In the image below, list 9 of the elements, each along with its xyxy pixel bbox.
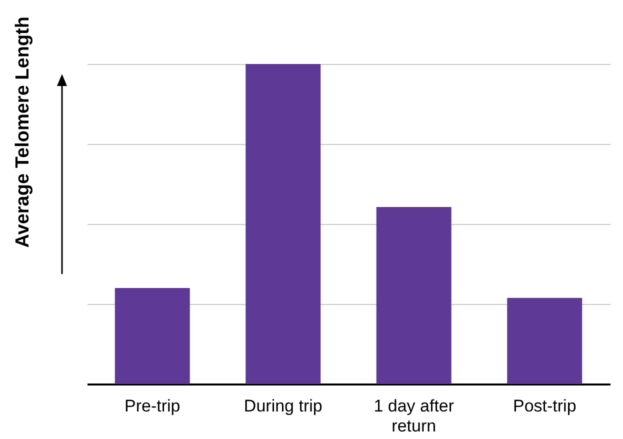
x-tick-label: Post-trip — [512, 396, 576, 416]
bar — [114, 288, 190, 384]
x-tick-label: During trip — [244, 396, 322, 416]
bar — [507, 298, 582, 384]
x-tick-label: 1 day after return — [374, 396, 454, 436]
x-tick-label: Pre-trip — [124, 396, 180, 416]
bar — [376, 207, 452, 384]
bar — [246, 64, 321, 384]
y-axis-title: Average Telomere Length — [12, 16, 34, 248]
